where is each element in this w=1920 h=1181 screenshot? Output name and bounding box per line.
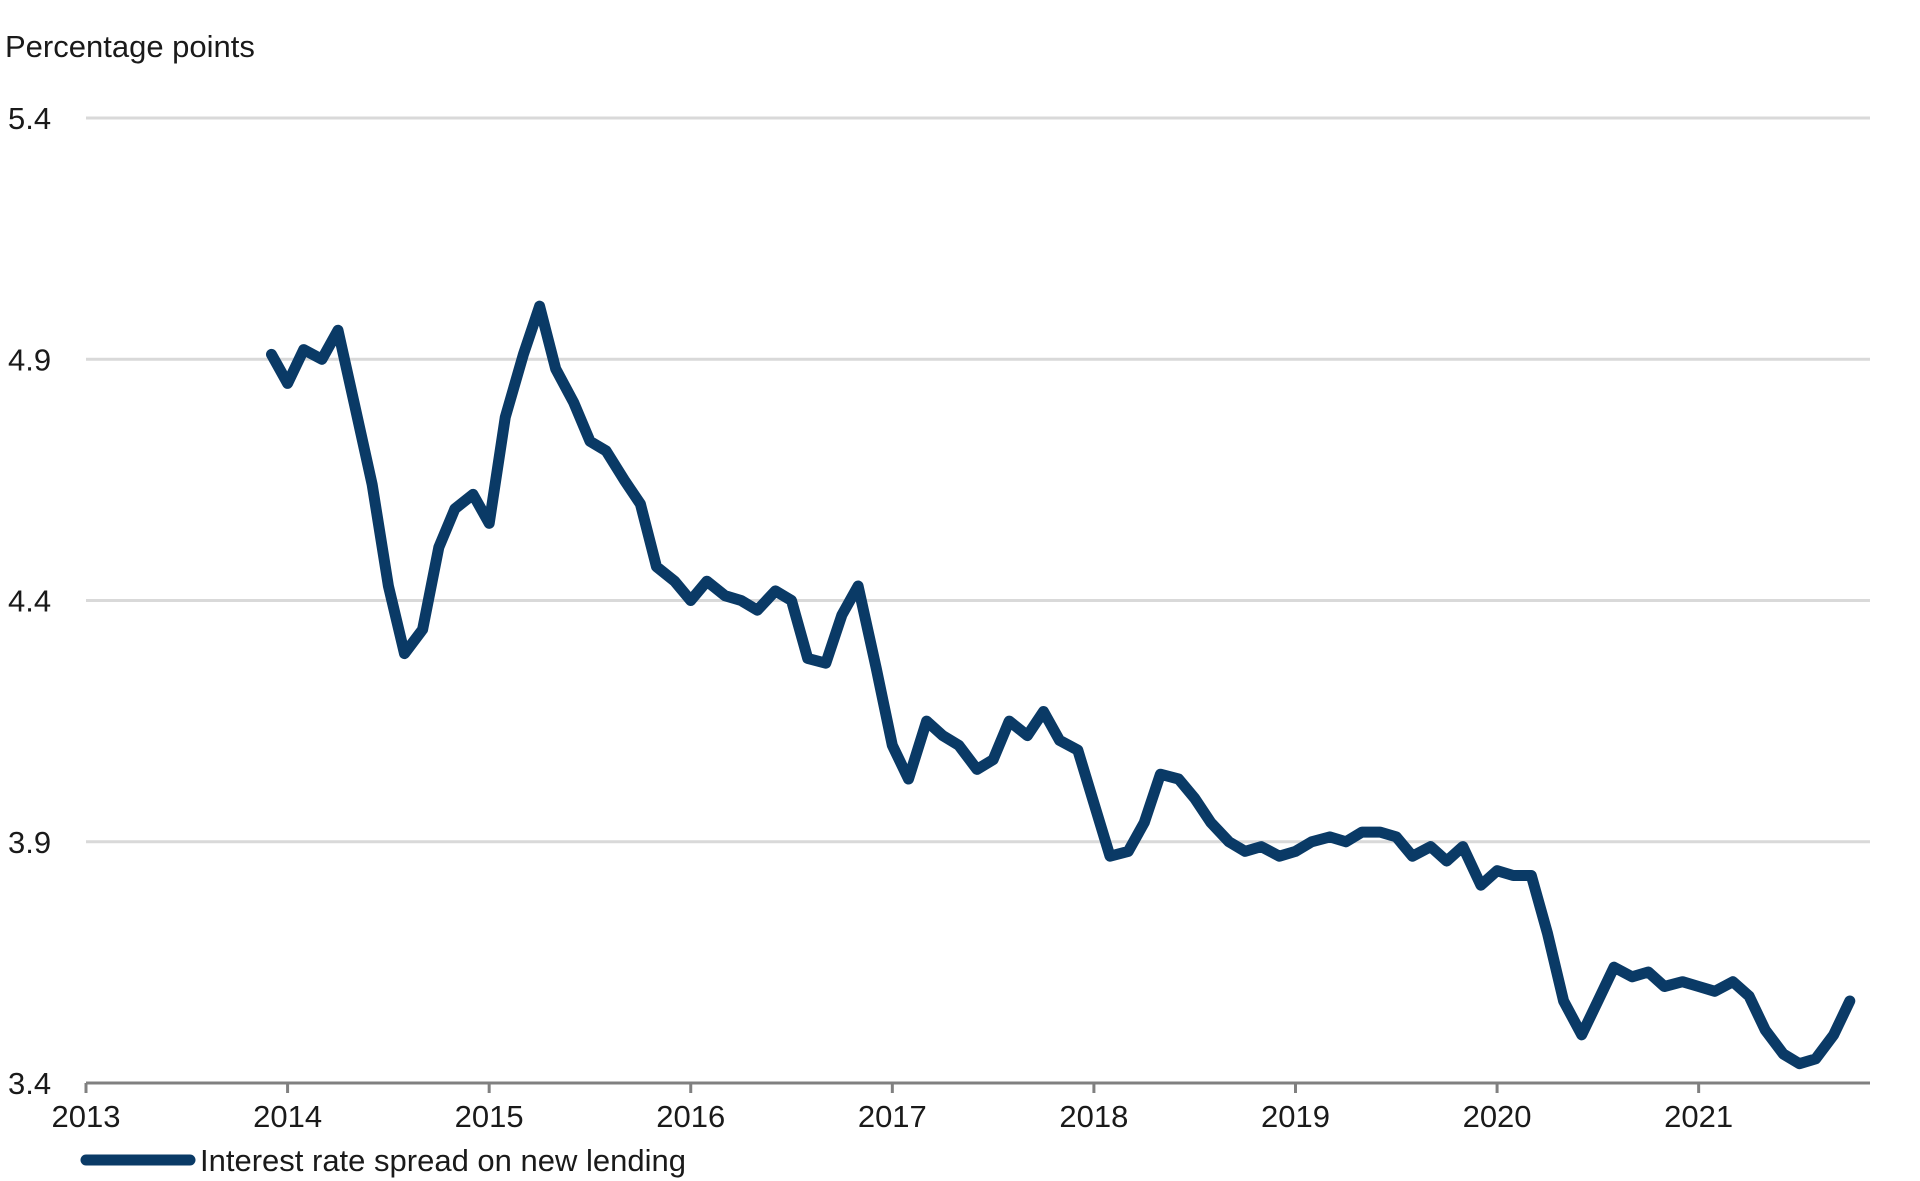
legend: Interest rate spread on new lending: [80, 1143, 686, 1178]
x-tick-label: 2021: [1664, 1099, 1733, 1134]
x-tick-label: 2020: [1463, 1099, 1532, 1134]
x-tick-label: 2016: [656, 1099, 725, 1134]
y-tick-label: 3.4: [8, 1066, 51, 1101]
x-tick-label: 2013: [52, 1099, 121, 1134]
y-tick-label: 5.4: [8, 101, 51, 136]
x-tick-label: 2015: [455, 1099, 524, 1134]
y-axis-label: Percentage points: [5, 29, 255, 64]
x-tick-labels: 2013 2014 2015 2016 2017 2018 2019 2020 2021: [52, 1099, 1734, 1134]
x-tick-label: 2017: [858, 1099, 927, 1134]
y-tick-label: 4.9: [8, 342, 51, 377]
y-tick-label: 4.4: [8, 584, 51, 619]
x-tick-marks: [84, 1083, 1701, 1093]
legend-label: Interest rate spread on new lending: [200, 1143, 686, 1178]
y-tick-labels: 3.4 3.9 4.4 4.9 5.4: [8, 101, 51, 1101]
gridlines: [86, 116, 1870, 844]
x-tick-label: 2014: [253, 1099, 322, 1134]
x-tick-label: 2019: [1261, 1099, 1330, 1134]
y-tick-label: 3.9: [8, 825, 51, 860]
series-line: [266, 300, 1856, 1070]
x-tick-label: 2018: [1059, 1099, 1128, 1134]
